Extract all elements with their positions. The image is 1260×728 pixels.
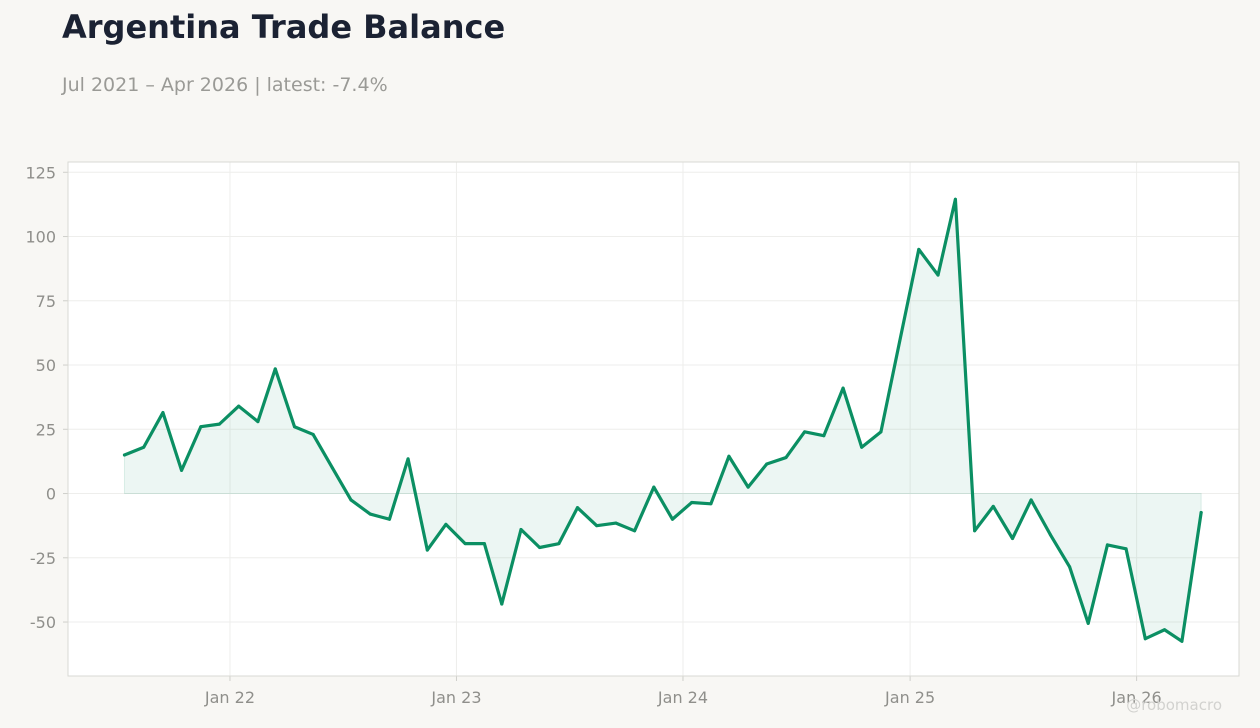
data-point — [142, 445, 146, 449]
data-point — [727, 454, 731, 458]
data-point — [122, 453, 126, 457]
plot-frame — [67, 161, 1240, 677]
y-tick-label: 0 — [46, 485, 56, 504]
data-point — [652, 485, 656, 489]
data-point — [387, 517, 391, 521]
data-point — [500, 602, 504, 606]
data-point — [690, 501, 694, 505]
data-point — [936, 273, 940, 277]
data-point — [575, 506, 579, 510]
data-point — [519, 528, 523, 532]
data-point — [614, 521, 618, 525]
y-tick-label: 75 — [36, 292, 56, 311]
data-point — [256, 420, 260, 424]
data-point — [991, 504, 995, 508]
data-point — [1180, 639, 1184, 643]
data-point — [1048, 533, 1052, 537]
data-point — [822, 434, 826, 438]
chart-subtitle: Jul 2021 – Apr 2026 | latest: -7.4% — [62, 74, 388, 96]
data-point — [161, 411, 165, 415]
y-tick-label: 125 — [25, 163, 56, 182]
data-point — [765, 462, 769, 466]
chart-title: Argentina Trade Balance — [62, 8, 506, 46]
data-point — [444, 522, 448, 526]
x-tick-label: Jan 26 — [1111, 688, 1162, 707]
data-point — [746, 485, 750, 489]
data-point — [1029, 498, 1033, 502]
series-line — [122, 197, 1203, 643]
y-tick-label: -50 — [30, 613, 56, 632]
data-point — [1124, 547, 1128, 551]
y-tick-label: -25 — [30, 549, 56, 568]
watermark: @robomacro — [1126, 696, 1222, 714]
data-point — [1086, 621, 1090, 625]
data-point — [1163, 628, 1167, 632]
y-tick-label: 50 — [36, 356, 56, 375]
data-point — [425, 548, 429, 552]
data-point — [330, 466, 334, 470]
data-point — [368, 512, 372, 516]
data-point — [879, 430, 883, 434]
x-tick-label: Jan 25 — [884, 688, 935, 707]
data-point — [406, 457, 410, 461]
data-point — [784, 456, 788, 460]
data-point — [1010, 537, 1014, 541]
data-point — [1105, 543, 1109, 547]
plot-area — [68, 162, 1239, 676]
data-point — [311, 432, 315, 436]
data-point — [199, 425, 203, 429]
data-point — [670, 517, 674, 521]
data-point — [557, 542, 561, 546]
x-tick-label: Jan 24 — [657, 688, 708, 707]
data-point — [898, 340, 902, 344]
data-point — [349, 498, 353, 502]
data-point — [953, 197, 957, 201]
data-point — [293, 425, 297, 429]
data-point — [237, 404, 241, 408]
data-point — [1199, 511, 1203, 515]
x-tick-label: Jan 22 — [204, 688, 255, 707]
data-point — [709, 502, 713, 506]
data-point — [803, 430, 807, 434]
data-point — [180, 468, 184, 472]
data-point — [917, 247, 921, 251]
data-point — [1143, 637, 1147, 641]
data-point — [217, 422, 221, 426]
data-point — [973, 529, 977, 533]
data-point — [633, 529, 637, 533]
data-point — [595, 524, 599, 528]
data-point — [273, 367, 277, 371]
x-tick-label: Jan 23 — [430, 688, 481, 707]
data-point — [860, 445, 864, 449]
data-point — [463, 542, 467, 546]
data-point — [841, 386, 845, 390]
data-point — [1068, 565, 1072, 569]
y-tick-label: 100 — [25, 228, 56, 247]
data-point — [538, 546, 542, 549]
data-point — [482, 542, 486, 546]
y-tick-label: 25 — [36, 420, 56, 439]
